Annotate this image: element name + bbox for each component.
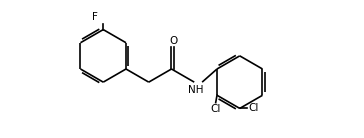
- Text: F: F: [92, 13, 98, 22]
- Text: Cl: Cl: [210, 104, 221, 114]
- Text: Cl: Cl: [248, 103, 258, 113]
- Text: NH: NH: [187, 85, 203, 95]
- Text: O: O: [170, 36, 178, 46]
